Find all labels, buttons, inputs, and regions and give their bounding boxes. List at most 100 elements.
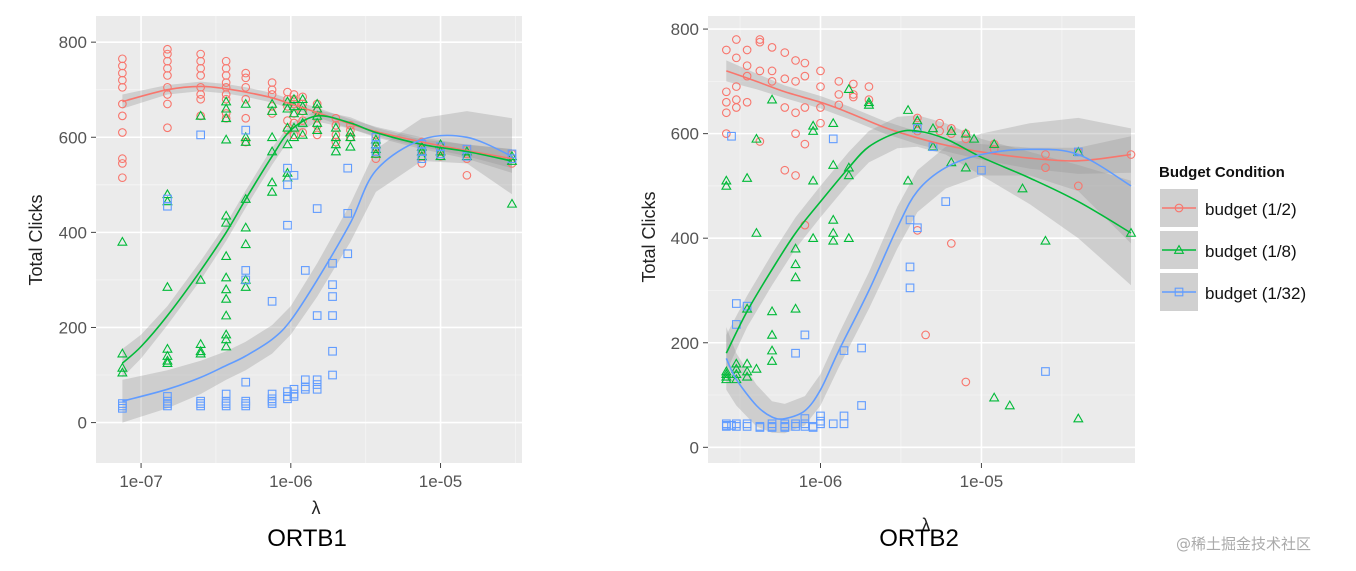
y-tick-label: 200 — [59, 318, 87, 337]
budget-1-2-point — [742, 45, 752, 55]
budget-1-32-point — [343, 208, 353, 218]
budget-1-8-point — [1004, 400, 1016, 410]
budget-1-32-point — [905, 262, 915, 272]
ortb1-chart: 0 200 400 600 800 1e-07 1e-06 1e-05 λ Total Click… — [26, 16, 522, 552]
y-axis-title: Total Clicks — [639, 191, 659, 282]
budget-1-2-point — [791, 108, 800, 118]
budget-1-32-point — [163, 401, 172, 411]
budget-1-2-point — [298, 116, 308, 125]
budget-1-8-point — [266, 176, 278, 187]
budget-1-8-point — [162, 281, 173, 291]
budget-1-2-point — [755, 66, 765, 76]
budget-1-32-confidence-band — [122, 111, 513, 423]
budget-1-8-point — [220, 112, 232, 123]
budget-1-32-point — [241, 275, 251, 285]
budget-1-32-point — [300, 384, 310, 394]
budget-1-8-point — [766, 305, 778, 316]
budget-1-32-point — [913, 124, 922, 133]
budget-1-8-point — [751, 363, 762, 373]
budget-1-8-point — [435, 150, 446, 161]
budget-1-32-point — [742, 422, 752, 431]
budget-1-2-point — [791, 129, 800, 138]
budget-1-2-point — [848, 79, 858, 89]
budget-1-2-point — [961, 134, 971, 144]
budget-1-8-point — [220, 341, 232, 351]
y-axis-title: Total Clicks — [26, 194, 46, 285]
budget-1-8-point — [345, 131, 356, 142]
budget-1-8-point — [282, 103, 293, 113]
budget-1-8-point — [1073, 413, 1084, 423]
budget-1-8-point — [240, 98, 252, 108]
budget-1-8-point — [863, 96, 875, 107]
budget-1-32-point — [828, 134, 838, 144]
budget-1-32-point — [328, 370, 337, 380]
budget-1-8-point — [960, 128, 972, 138]
legend-key-circle-icon — [1174, 203, 1184, 213]
budget-1-32-point — [241, 401, 251, 411]
budget-1-2-point — [767, 43, 777, 52]
budget-1-8-point — [766, 329, 778, 339]
budget-1-2-point — [289, 90, 299, 99]
budget-1-32-point — [462, 151, 472, 161]
budget-1-32-point — [1073, 147, 1083, 157]
budget-1-32-point — [905, 283, 915, 293]
budget-1-2-point — [221, 109, 231, 118]
budget-1-32-point — [816, 419, 825, 429]
budget-1-2-point — [800, 103, 810, 112]
budget-1-8-point — [297, 100, 308, 111]
budget-1-8-point — [345, 141, 356, 151]
budget-1-8-point — [731, 358, 742, 368]
budget-1-8-point — [790, 243, 801, 253]
budget-1-8-point — [721, 368, 732, 378]
budget-1-32-point — [241, 377, 251, 387]
budget-1-32-point — [196, 130, 206, 140]
budget-1-2-point — [921, 330, 930, 340]
budget-1-2-point — [1041, 163, 1050, 172]
budget-1-8-point — [220, 134, 232, 144]
budget-1-8-point — [370, 148, 382, 158]
budget-1-32-point — [857, 343, 866, 353]
budget-1-8-point — [807, 175, 819, 185]
budget-1-8-point — [220, 293, 232, 303]
budget-1-8-point — [827, 235, 839, 245]
ortb2-chart: 0 200 400 600 800 1e-06 1e-05 λ Total Clicks ORTB… — [639, 16, 1137, 552]
legend-key-square-icon — [1174, 287, 1184, 297]
budget-1-8-point — [721, 175, 732, 185]
budget-1-32-point — [780, 423, 790, 432]
budget-1-2-point — [767, 77, 777, 86]
budget-1-32-point — [267, 399, 277, 408]
budget-1-2-point — [755, 37, 765, 47]
x-tick-label: 1e-07 — [119, 472, 162, 491]
budget-1-8-point — [416, 141, 428, 151]
budget-1-2-point — [118, 159, 127, 168]
budget-1-2-points — [721, 35, 1136, 387]
budget-1-2-point — [118, 99, 127, 109]
budget-1-32-point — [328, 258, 337, 268]
budget-1-32-points — [721, 124, 1083, 432]
budget-1-2-point — [196, 71, 206, 80]
legend-label: budget (1/2) — [1205, 200, 1297, 219]
budget-1-32-point — [731, 299, 741, 308]
x-tick-label: 1e-05 — [960, 472, 1003, 491]
y-tick-label: 600 — [59, 128, 87, 147]
budget-1-8-point — [946, 125, 957, 135]
budget-1-2-point — [731, 35, 741, 44]
budget-1-32-point — [731, 422, 741, 431]
budget-1-2-point — [800, 58, 810, 68]
budget-1-32-point — [727, 131, 736, 141]
y-tick-label: 0 — [690, 438, 699, 457]
budget-1-8-point — [266, 146, 278, 156]
budget-1-2-point — [163, 99, 172, 109]
budget-1-2-point — [118, 128, 127, 137]
budget-1-2-point — [780, 74, 790, 84]
budget-1-32-point — [312, 375, 322, 385]
y-tick-label: 800 — [59, 33, 87, 52]
budget-1-2-point — [731, 103, 741, 112]
budget-1-8-point — [117, 236, 128, 246]
budget-1-2-point — [331, 137, 341, 147]
budget-1-32-point — [312, 380, 322, 389]
budget-1-8-point — [863, 99, 875, 109]
budget-1-32-point — [839, 419, 849, 429]
budget-1-32-point — [721, 422, 731, 431]
